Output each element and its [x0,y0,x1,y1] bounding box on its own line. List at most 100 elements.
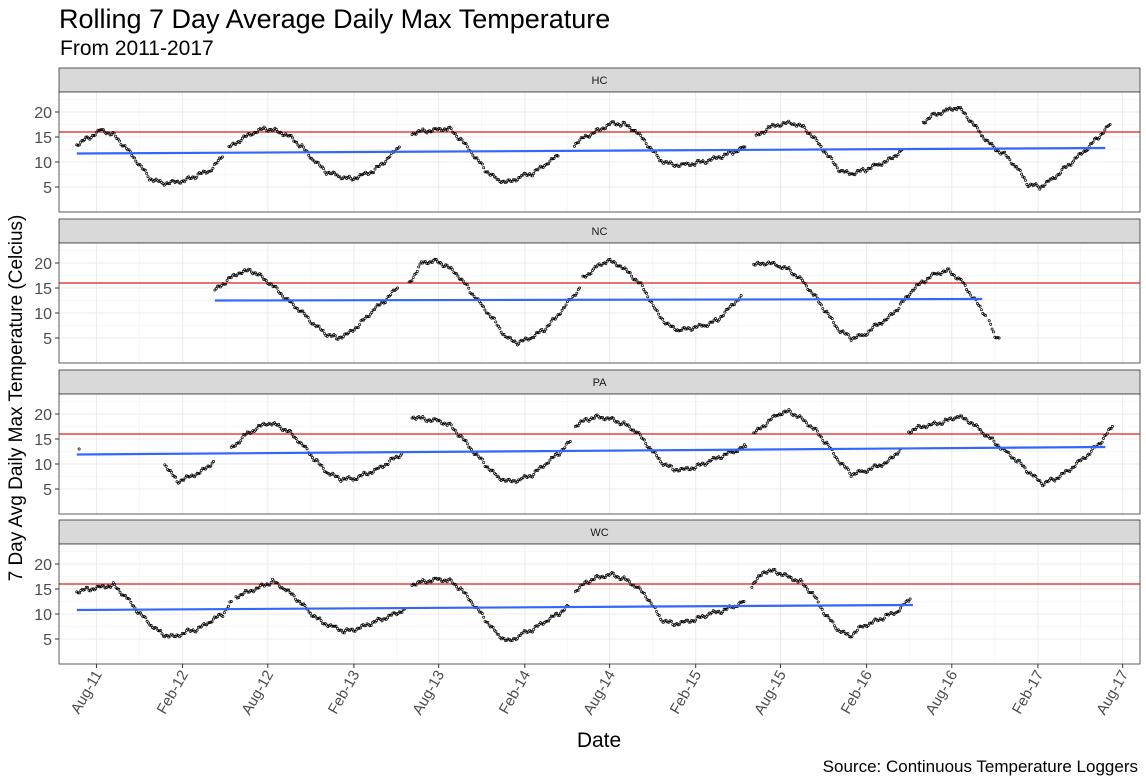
data-point [201,466,205,470]
data-point [958,414,962,418]
data-point [383,301,387,305]
data-point [541,622,545,626]
data-point [688,327,692,330]
data-point [460,435,464,439]
data-point [471,292,475,296]
data-point [127,148,131,152]
data-point [483,170,487,174]
data-point [721,610,725,614]
data-point [294,437,298,441]
data-point [640,284,644,287]
data-point [666,321,670,325]
data-point [720,457,723,460]
data-point [225,279,229,283]
data-point [91,134,95,137]
data-point [730,302,734,306]
data-point [108,133,112,137]
data-point [815,429,819,433]
data-point [136,611,140,615]
data-point [274,127,278,131]
data-point [724,452,727,456]
data-point [856,333,860,337]
data-point [771,260,775,264]
data-point [423,260,427,263]
data-point [557,453,561,457]
data-point [713,317,717,321]
data-point [872,619,876,623]
data-point [179,478,183,482]
data-point [202,467,206,471]
data-point [522,629,526,633]
data-point [103,586,107,590]
data-point [978,428,982,432]
data-point [604,126,608,130]
data-point [975,126,979,130]
data-point [825,309,829,313]
data-point [76,591,80,595]
data-point [1065,469,1069,473]
data-point [432,127,436,131]
data-point [273,421,277,425]
data-point [794,273,798,277]
data-point [530,475,534,479]
data-point [387,613,391,617]
data-point [846,632,850,636]
data-point [625,423,629,427]
data-point [77,447,81,451]
data-point [389,456,393,460]
data-point [232,142,236,146]
data-point [808,591,812,595]
data-point [536,624,540,628]
data-point [978,304,982,308]
data-point [856,169,859,172]
data-point [544,163,548,166]
data-point [940,111,944,115]
data-point [822,310,826,313]
data-point [865,470,869,474]
data-point [703,324,707,328]
data-point [277,422,281,426]
data-point [502,478,506,481]
data-point [486,621,490,624]
facet-strip [58,218,1141,244]
data-point [587,419,591,423]
data-point [243,134,247,138]
data-point [1042,483,1046,487]
data-point [822,611,826,615]
data-point [377,165,381,169]
data-point [627,123,631,127]
data-point [312,322,316,325]
data-point [665,620,669,624]
data-point [534,624,538,628]
data-point [518,634,522,637]
data-point [828,618,832,622]
data-point [184,178,188,182]
data-point [778,264,781,268]
data-point [122,594,126,598]
data-point [711,320,715,324]
data-point [143,168,147,172]
data-point [339,177,343,181]
data-point [896,153,900,157]
data-point [506,178,510,182]
data-point [126,148,130,152]
data-point [633,430,637,434]
data-point [207,169,211,173]
data-point [624,267,628,271]
data-point [452,428,456,432]
data-point [301,309,305,313]
data-point [723,152,727,156]
data-point [509,336,513,340]
data-point [750,585,754,589]
data-point [912,288,916,292]
data-point [637,131,641,135]
data-point [372,619,376,623]
data-point [682,620,686,624]
data-point [241,136,244,140]
data-point [285,429,289,433]
data-point [894,452,898,456]
data-point [498,326,502,330]
data-point [499,330,503,334]
data-point [826,312,830,316]
data-point [814,293,818,297]
